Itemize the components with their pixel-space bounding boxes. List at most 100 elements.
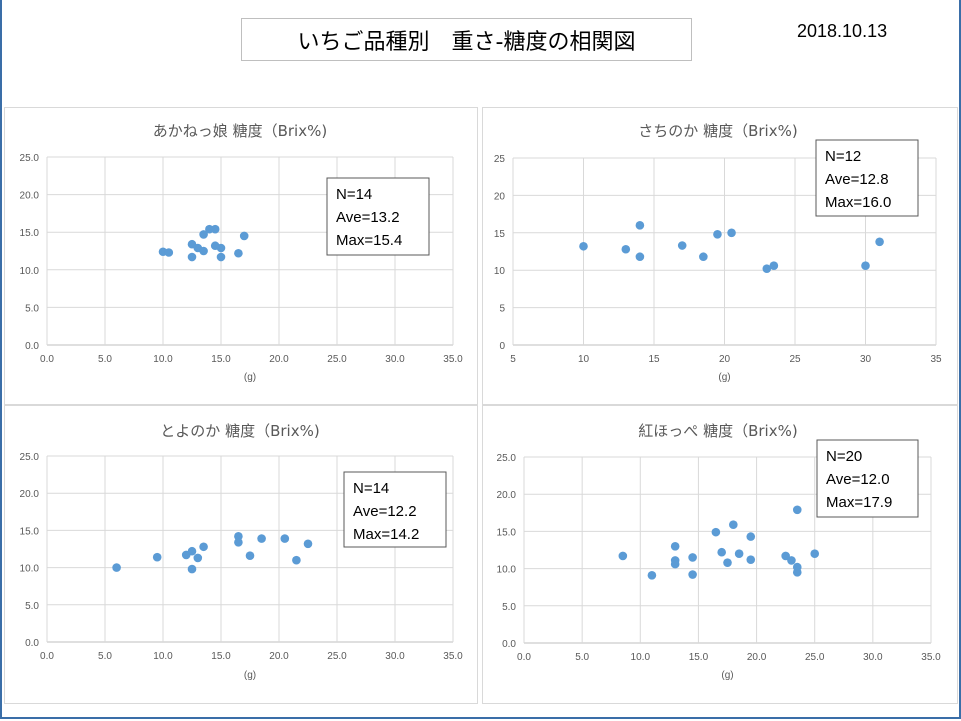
data-point bbox=[303, 539, 313, 549]
y-tick-label: 0 bbox=[499, 341, 505, 352]
stats-line: Max=17.9 bbox=[826, 494, 892, 511]
y-tick-label: 25 bbox=[494, 154, 506, 165]
x-tick-label: 0.0 bbox=[40, 354, 54, 365]
x-tick-label: 25.0 bbox=[327, 354, 347, 365]
data-point bbox=[112, 563, 121, 572]
data-point bbox=[199, 230, 208, 239]
x-tick-label: 15 bbox=[648, 354, 660, 365]
data-point bbox=[152, 552, 162, 562]
x-tick-label: 20.0 bbox=[269, 651, 289, 662]
data-point bbox=[746, 555, 756, 564]
page-title-text: いちご品種別 重さ-糖度の相関図 bbox=[297, 29, 636, 55]
data-point bbox=[677, 241, 687, 250]
x-axis-label: (g) bbox=[244, 372, 256, 383]
data-point bbox=[635, 252, 645, 262]
data-point bbox=[787, 556, 796, 565]
stats-box bbox=[815, 139, 919, 217]
x-tick-label: 10 bbox=[578, 354, 590, 365]
data-point bbox=[245, 551, 255, 560]
x-tick-label: 30.0 bbox=[385, 354, 405, 365]
data-point bbox=[670, 541, 680, 551]
data-point bbox=[187, 564, 197, 574]
data-point bbox=[699, 252, 708, 262]
y-tick-label: 5.0 bbox=[25, 303, 39, 314]
chart-title: あかねっ娘 糖度（Brix%) bbox=[153, 122, 327, 140]
data-point bbox=[210, 224, 220, 234]
data-point bbox=[769, 261, 779, 271]
chart-title: 紅ほっぺ 糖度（Brix%) bbox=[638, 422, 797, 440]
data-point bbox=[688, 570, 697, 579]
x-axis-label: (g) bbox=[721, 670, 733, 681]
date-label: 2018.10.13 bbox=[797, 21, 888, 41]
y-tick-label: 5.0 bbox=[502, 602, 516, 613]
x-axis-label: (g) bbox=[718, 372, 730, 383]
data-point bbox=[635, 221, 645, 230]
x-tick-label: 0.0 bbox=[40, 651, 54, 662]
x-axis-label: (g) bbox=[244, 670, 256, 681]
data-point bbox=[216, 252, 226, 262]
data-point bbox=[717, 547, 726, 557]
y-tick-label: 20.0 bbox=[20, 489, 40, 500]
y-tick-label: 0.0 bbox=[25, 341, 39, 352]
data-point bbox=[810, 549, 820, 559]
x-tick-label: 35.0 bbox=[443, 354, 463, 365]
data-point bbox=[729, 520, 738, 530]
x-tick-label: 0.0 bbox=[517, 652, 531, 663]
x-tick-label: 35.0 bbox=[921, 652, 941, 663]
data-point bbox=[280, 534, 290, 543]
data-point bbox=[647, 570, 657, 580]
data-point bbox=[187, 546, 197, 556]
x-tick-label: 20.0 bbox=[269, 354, 289, 365]
data-point bbox=[711, 527, 721, 537]
data-point bbox=[199, 246, 208, 256]
stats-line: Max=14.2 bbox=[353, 526, 419, 543]
data-point bbox=[688, 553, 697, 562]
data-point bbox=[734, 549, 744, 559]
data-point bbox=[861, 261, 870, 271]
y-tick-label: 5 bbox=[499, 304, 505, 315]
y-tick-label: 20.0 bbox=[497, 490, 517, 501]
x-tick-label: 5.0 bbox=[98, 354, 112, 365]
data-point bbox=[781, 551, 790, 561]
data-point bbox=[792, 568, 802, 577]
x-tick-label: 35 bbox=[930, 354, 942, 365]
data-point bbox=[234, 532, 243, 541]
stats-line: Ave=12.8 bbox=[825, 171, 889, 188]
x-tick-label: 30.0 bbox=[863, 652, 883, 663]
stats-line: Ave=13.2 bbox=[336, 209, 400, 226]
data-point bbox=[193, 553, 203, 563]
x-tick-label: 25 bbox=[789, 354, 801, 365]
data-point bbox=[670, 559, 680, 569]
stats-line: N=14 bbox=[353, 480, 389, 497]
y-tick-label: 25.0 bbox=[497, 453, 517, 464]
y-tick-label: 20.0 bbox=[20, 191, 40, 202]
data-point bbox=[875, 237, 884, 247]
x-tick-label: 5.0 bbox=[575, 652, 589, 663]
data-point bbox=[187, 252, 197, 262]
stats-line: N=12 bbox=[825, 148, 861, 165]
data-point bbox=[579, 241, 588, 251]
y-tick-label: 5.0 bbox=[25, 601, 39, 612]
x-tick-label: 5.0 bbox=[98, 651, 112, 662]
page-title: いちご品種別 重さ-糖度の相関図 bbox=[241, 18, 692, 61]
y-tick-label: 20 bbox=[494, 191, 506, 202]
chart-panel-toyonoka bbox=[4, 405, 478, 704]
x-tick-label: 30 bbox=[860, 354, 872, 365]
stats-line: N=20 bbox=[826, 448, 862, 465]
stats-box bbox=[816, 439, 919, 518]
data-point bbox=[762, 264, 772, 274]
data-point bbox=[713, 229, 722, 239]
y-tick-label: 15.0 bbox=[20, 228, 40, 239]
y-tick-label: 10 bbox=[494, 266, 506, 277]
x-tick-label: 25.0 bbox=[805, 652, 825, 663]
data-point bbox=[239, 231, 249, 241]
x-tick-label: 5 bbox=[510, 354, 516, 365]
stats-line: Max=16.0 bbox=[825, 194, 891, 211]
stats-line: N=14 bbox=[336, 186, 372, 203]
data-point bbox=[723, 558, 732, 567]
y-tick-label: 25.0 bbox=[20, 153, 40, 164]
x-tick-label: 15.0 bbox=[211, 651, 231, 662]
x-tick-label: 20 bbox=[719, 354, 731, 365]
